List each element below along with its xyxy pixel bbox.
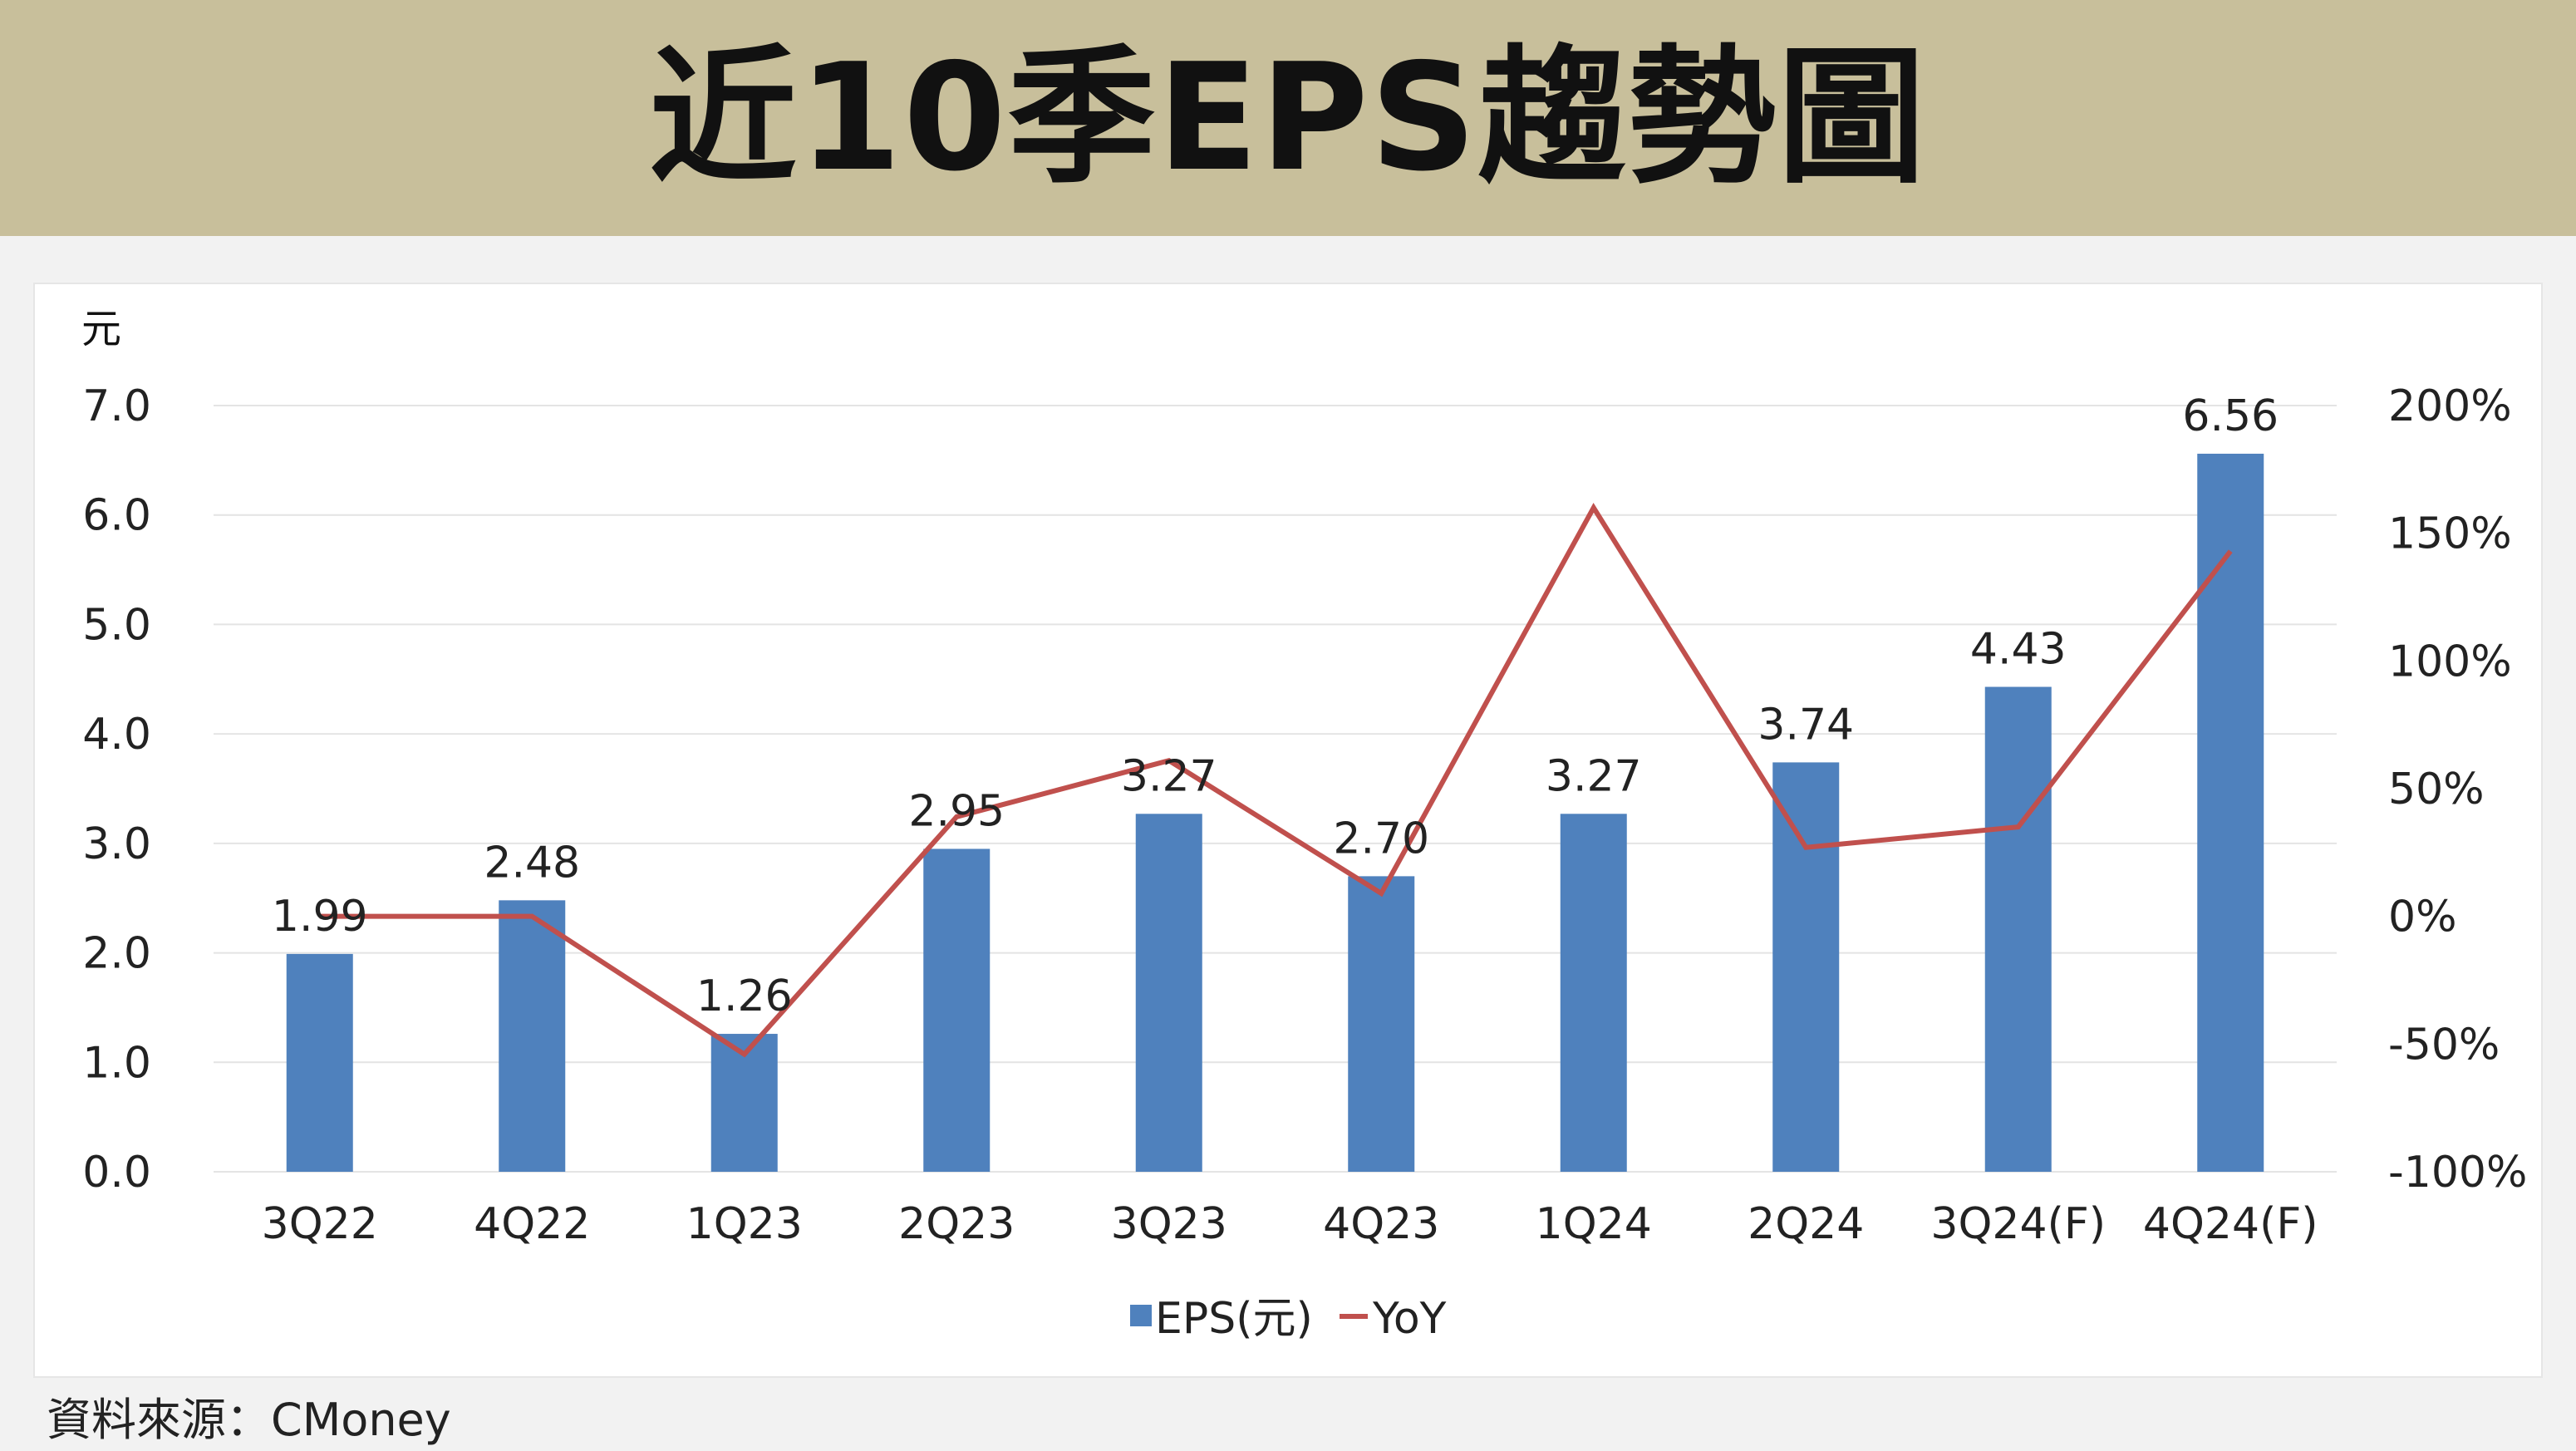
eps-data-label: 2.95 <box>908 786 1005 836</box>
yoy-line-path <box>319 503 2233 1058</box>
y2-tick-label: 0% <box>2388 893 2457 942</box>
y-tick-label: 7.0 <box>82 381 151 431</box>
x-tick-label: 3Q23 <box>1111 1199 1227 1249</box>
eps-bar <box>286 953 353 1172</box>
x-tick-label: 4Q24(F) <box>2143 1199 2318 1249</box>
eps-bar <box>1984 686 2052 1172</box>
x-tick-label: 4Q23 <box>1323 1199 1439 1249</box>
x-tick-label: 1Q24 <box>1536 1199 1652 1249</box>
eps-data-label: 2.70 <box>1333 814 1429 863</box>
eps-data-label: 2.48 <box>484 838 580 888</box>
page-title: 近10季EPS趨勢圖 <box>649 32 1927 204</box>
eps-bar <box>923 848 991 1172</box>
y2-tick-label: -50% <box>2388 1020 2500 1070</box>
y-tick-label: 0.0 <box>82 1148 151 1198</box>
chart-panel: 1.99 2.48 1.26 2.95 3.27 2.70 3.27 3.74 4.43 6.56… <box>33 283 2543 1378</box>
eps-bar <box>2197 453 2264 1172</box>
legend-yoy-label: YoY <box>1372 1294 1447 1344</box>
eps-data-label: 4.43 <box>1970 625 2067 675</box>
y2-tick-label: 100% <box>2388 637 2512 686</box>
yoy-line <box>319 503 2233 1058</box>
y-tick-label: 6.0 <box>82 491 151 541</box>
axis-labels: 0.0 1.0 2.0 3.0 4.0 5.0 6.0 7.0 -100% -50% 0% 50% 10… <box>81 306 2527 1249</box>
x-tick-label: 4Q22 <box>474 1199 590 1249</box>
eps-bar <box>1772 762 1840 1172</box>
y2-tick-label: -100% <box>2388 1148 2527 1198</box>
eps-bars <box>286 453 2264 1172</box>
legend: EPS(元) YoY <box>1130 1294 1447 1344</box>
eps-data-label: 6.56 <box>2182 391 2279 441</box>
x-tick-label: 2Q23 <box>898 1199 1015 1249</box>
y-tick-label: 5.0 <box>82 600 151 650</box>
eps-bar <box>1135 814 1202 1172</box>
eps-data-label: 3.27 <box>1121 751 1217 801</box>
legend-eps-label: EPS(元) <box>1155 1294 1313 1344</box>
eps-data-label: 1.99 <box>272 892 368 942</box>
eps-data-label: 1.26 <box>696 971 793 1021</box>
y2-tick-label: 150% <box>2388 509 2512 559</box>
eps-data-label: 3.27 <box>1546 751 1642 801</box>
x-tick-label: 3Q22 <box>262 1199 378 1249</box>
eps-data-label: 3.74 <box>1757 700 1854 750</box>
eps-bar <box>499 900 566 1172</box>
x-tick-label: 3Q24(F) <box>1930 1199 2106 1249</box>
y-tick-label: 2.0 <box>82 929 151 979</box>
eps-bar <box>1348 876 1415 1172</box>
source-note: 資料來源：CMoney <box>47 1394 451 1446</box>
y2-tick-label: 200% <box>2388 381 2512 431</box>
gridlines <box>214 405 2337 1173</box>
y-tick-label: 1.0 <box>82 1038 151 1088</box>
x-tick-label: 1Q23 <box>686 1199 803 1249</box>
legend-eps-swatch <box>1130 1305 1152 1326</box>
y2-tick-label: 50% <box>2388 765 2485 814</box>
y-unit-label: 元 <box>81 306 121 352</box>
title-banner: 近10季EPS趨勢圖 <box>0 0 2576 236</box>
y-tick-label: 4.0 <box>82 710 151 760</box>
eps-yoy-chart: 1.99 2.48 1.26 2.95 3.27 2.70 3.27 3.74 4.43 6.56… <box>81 306 2527 1344</box>
x-tick-label: 2Q24 <box>1748 1199 1864 1249</box>
data-labels: 1.99 2.48 1.26 2.95 3.27 2.70 3.27 3.74 4.43 6.56 <box>272 391 2279 1021</box>
y-tick-label: 3.0 <box>82 819 151 869</box>
eps-bar <box>1560 814 1627 1172</box>
